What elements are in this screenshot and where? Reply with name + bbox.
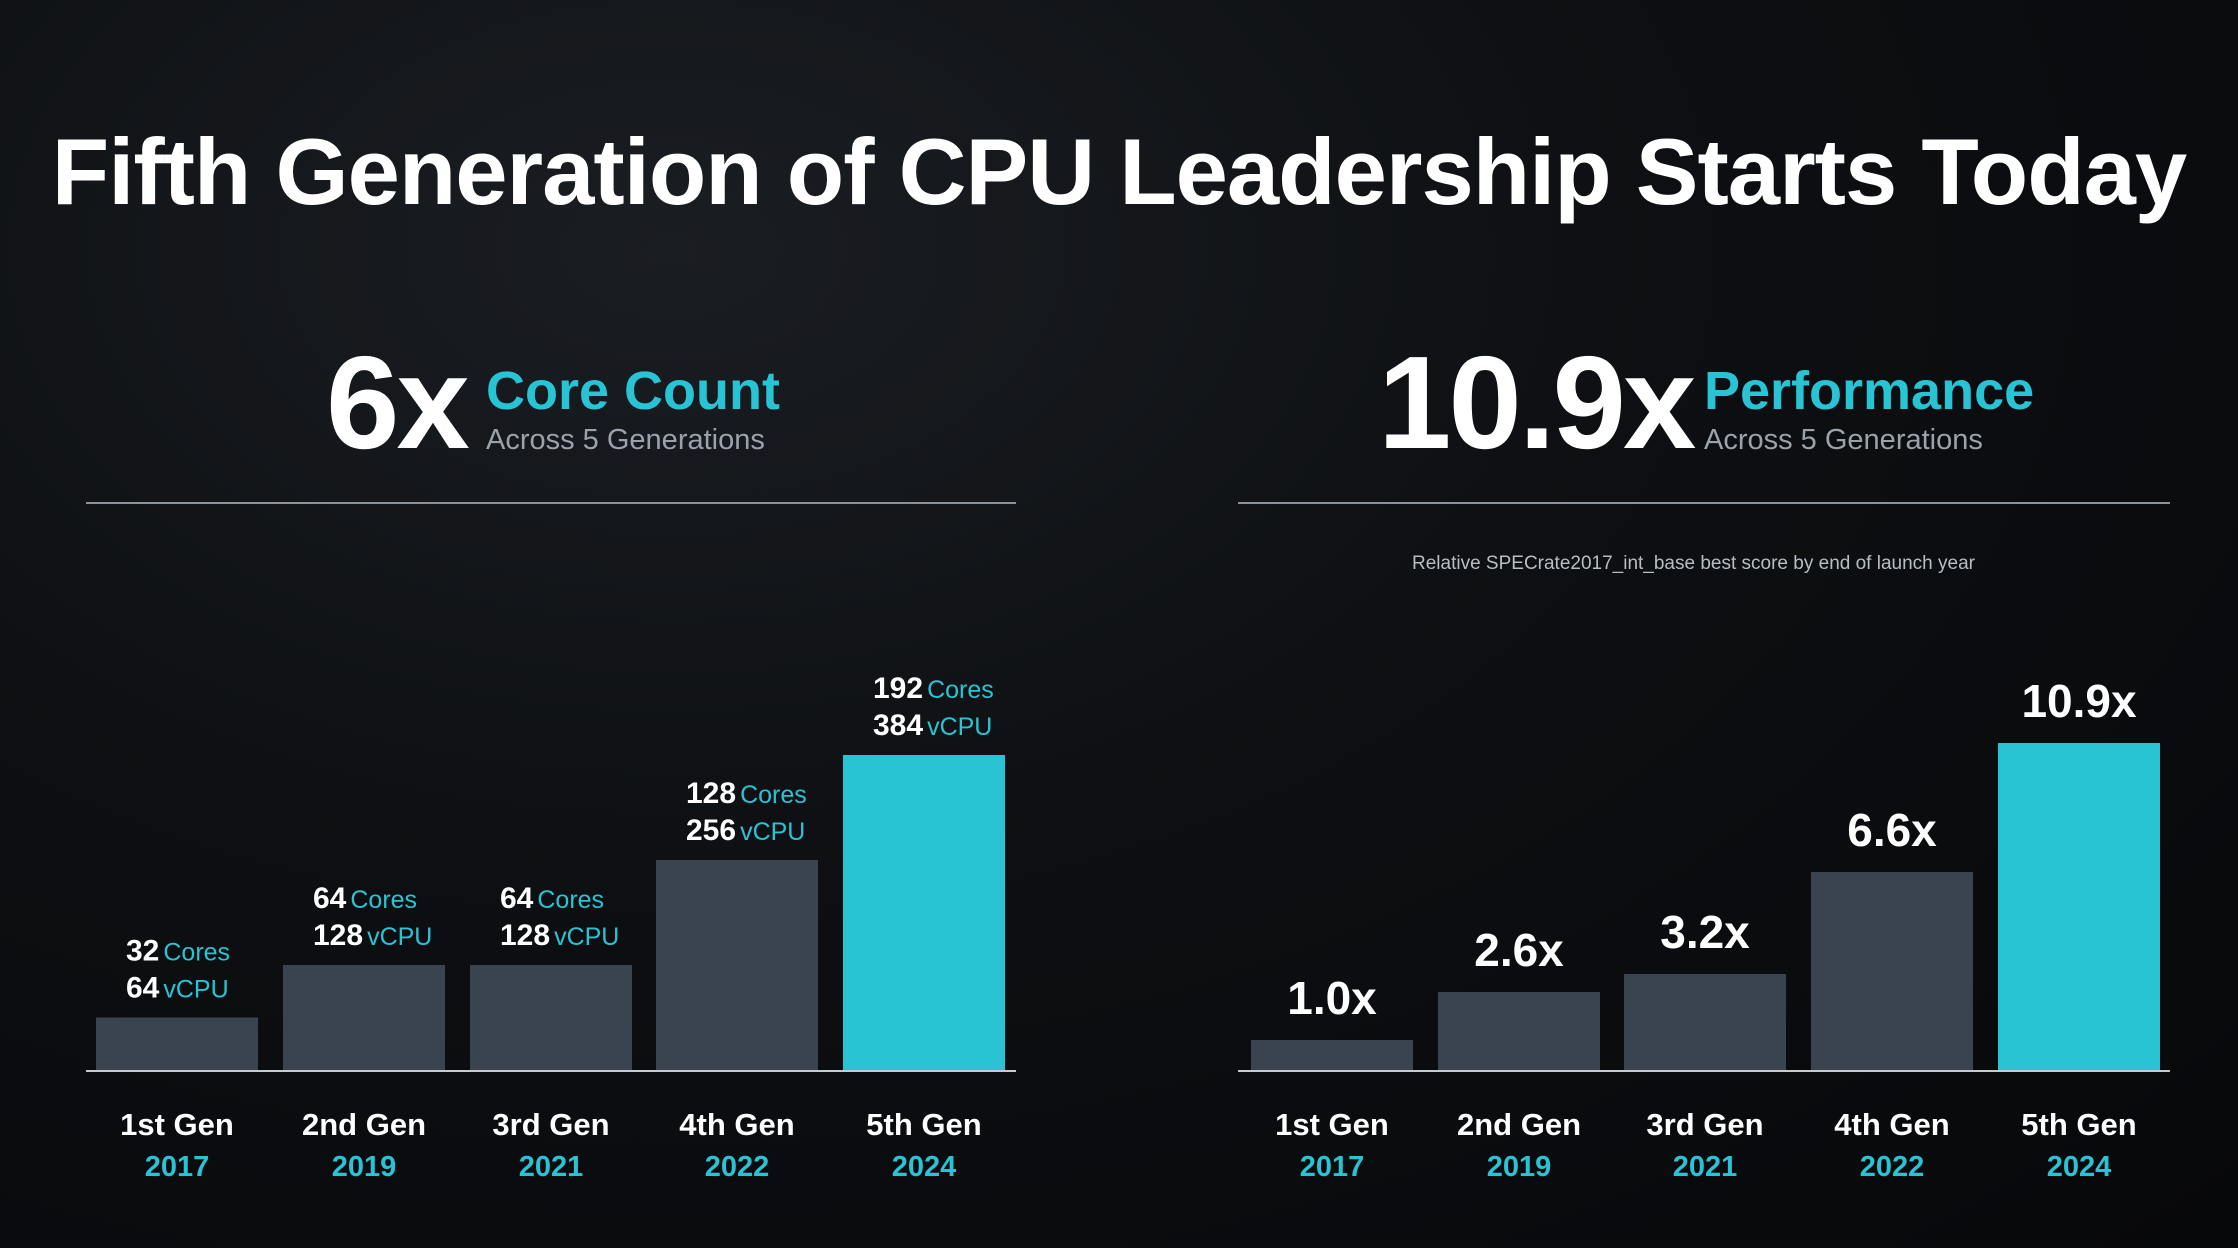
bar-label-value: 256: [686, 814, 736, 847]
bar-label-2-vcpu: 128 vCPU: [313, 919, 432, 952]
bar-label-3-vcpu: 128 vCPU: [500, 919, 619, 952]
year-label-5: 2024: [2047, 1151, 2112, 1183]
bar-label-unit: Cores: [740, 781, 807, 809]
bar-1: [96, 1017, 258, 1070]
performance-subtitle: Across 5 Generations: [1704, 424, 1983, 456]
year-label-4: 2022: [705, 1151, 770, 1183]
bar-5: [843, 755, 1005, 1070]
year-label-5: 2024: [892, 1151, 957, 1183]
core-count-metric: Core Count: [486, 361, 780, 421]
bar-label-value: 64: [313, 882, 347, 915]
bar-label-unit: Cores: [350, 886, 417, 914]
category-label-4: 4th Gen: [679, 1107, 794, 1142]
core-count-panel: 6x Core Count Across 5 Generations: [86, 0, 1016, 1248]
category-label-2: 2nd Gen: [1457, 1107, 1581, 1142]
bar-label-value: 128: [313, 919, 363, 952]
bar-label-unit: Cores: [927, 676, 994, 704]
bar-label-unit: Cores: [537, 886, 604, 914]
bar-label-value: 128: [686, 777, 736, 810]
performance-panel: 10.9x Performance Across 5 Generations R…: [1238, 0, 2170, 1248]
bar-2: [1438, 992, 1600, 1070]
bar-label-unit: vCPU: [740, 818, 805, 846]
performance-footnote: Relative SPECrate2017_int_base best scor…: [1412, 553, 1975, 574]
bar-4: [656, 860, 818, 1070]
bar-label-3-cores: 64 Cores: [500, 882, 604, 915]
bar-label-value: 64: [126, 972, 160, 1005]
category-label-5: 5th Gen: [866, 1107, 981, 1142]
bar-3: [1624, 974, 1786, 1070]
year-label-1: 2017: [1300, 1151, 1365, 1183]
bar-label-5-cores: 192 Cores: [873, 672, 994, 705]
performance-headline: 10.9x Performance Across 5 Generations: [1378, 329, 2138, 476]
bar-label-1-vcpu: 64 vCPU: [126, 972, 229, 1005]
year-label-2: 2019: [332, 1151, 397, 1183]
data-label-3: 3.2x: [1660, 906, 1750, 958]
bar-label-value: 192: [873, 672, 923, 705]
bar-label-value: 128: [500, 919, 550, 952]
bar-5: [1998, 743, 2160, 1070]
performance-chart: 1.0x 1st Gen 2017 2.6x 2nd Gen 2019 3.2x 3rd Ge…: [1238, 675, 2170, 1183]
bar-label-4-vcpu: 256 vCPU: [686, 814, 805, 847]
bar-label-value: 32: [126, 935, 159, 968]
bar-4: [1811, 872, 1973, 1070]
bar-1: [1251, 1040, 1413, 1070]
category-label-2: 2nd Gen: [302, 1107, 426, 1142]
data-label-2: 2.6x: [1474, 924, 1564, 976]
core-count-multiplier: 6x: [326, 329, 470, 476]
year-label-1: 2017: [145, 1151, 210, 1183]
data-label-5: 10.9x: [2021, 675, 2137, 727]
data-label-1: 1.0x: [1287, 972, 1377, 1024]
year-label-3: 2021: [1673, 1151, 1738, 1183]
slide-title: Fifth Generation of CPU Leadership Start…: [51, 119, 2187, 224]
category-label-1: 1st Gen: [1275, 1107, 1389, 1142]
data-label-4: 6.6x: [1847, 804, 1937, 856]
bar-2: [283, 965, 445, 1070]
core-count-headline: 6x Core Count Across 5 Generations: [326, 329, 926, 476]
year-label-4: 2022: [1860, 1151, 1925, 1183]
bar-label-4-cores: 128 Cores: [686, 777, 807, 810]
performance-divider: [1238, 502, 2170, 504]
category-label-4: 4th Gen: [1834, 1107, 1949, 1142]
bar-label-value: 384: [873, 709, 923, 742]
bar-label-2-cores: 64 Cores: [313, 882, 417, 915]
bar-label-unit: vCPU: [163, 976, 228, 1004]
category-label-5: 5th Gen: [2021, 1107, 2136, 1142]
core-count-subtitle: Across 5 Generations: [486, 424, 765, 456]
bar-label-5-vcpu: 384 vCPU: [873, 709, 992, 742]
core-count-divider: [86, 502, 1016, 504]
bar-3: [470, 965, 632, 1070]
bar-label-unit: vCPU: [554, 923, 619, 951]
performance-multiplier: 10.9x: [1378, 329, 1696, 476]
category-label-3: 3rd Gen: [492, 1107, 609, 1142]
bar-label-unit: vCPU: [927, 713, 992, 741]
category-label-1: 1st Gen: [120, 1107, 234, 1142]
performance-metric: Performance: [1704, 361, 2035, 421]
bar-label-1-cores: 32 Cores: [126, 935, 230, 968]
category-label-3: 3rd Gen: [1646, 1107, 1763, 1142]
year-label-3: 2021: [519, 1151, 584, 1183]
bar-label-value: 64: [500, 882, 534, 915]
year-label-2: 2019: [1487, 1151, 1552, 1183]
bar-label-unit: Cores: [163, 939, 230, 967]
bar-label-unit: vCPU: [367, 923, 432, 951]
